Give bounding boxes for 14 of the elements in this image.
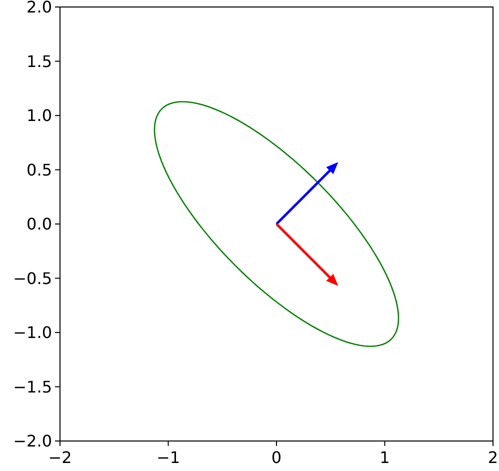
y-tick-label: 0.5 <box>26 160 52 180</box>
x-tick-label: 1 <box>380 448 390 467</box>
y-tick-label: −1.5 <box>13 377 52 396</box>
y-tick-label: −2.0 <box>13 432 52 451</box>
y-tick-label: −0.5 <box>13 268 52 288</box>
y-tick-label: 2.0 <box>26 0 52 17</box>
y-tick-label: 1.5 <box>26 52 52 71</box>
x-tick-label: 0 <box>271 448 282 467</box>
x-tick-label: −2 <box>48 448 72 467</box>
y-tick-label: −1.0 <box>13 323 52 342</box>
y-tick-label: 1.0 <box>26 106 52 126</box>
y-tick-label: 0.0 <box>26 214 52 234</box>
x-tick-label: 2 <box>488 448 498 467</box>
x-tick-label: −1 <box>156 448 180 467</box>
